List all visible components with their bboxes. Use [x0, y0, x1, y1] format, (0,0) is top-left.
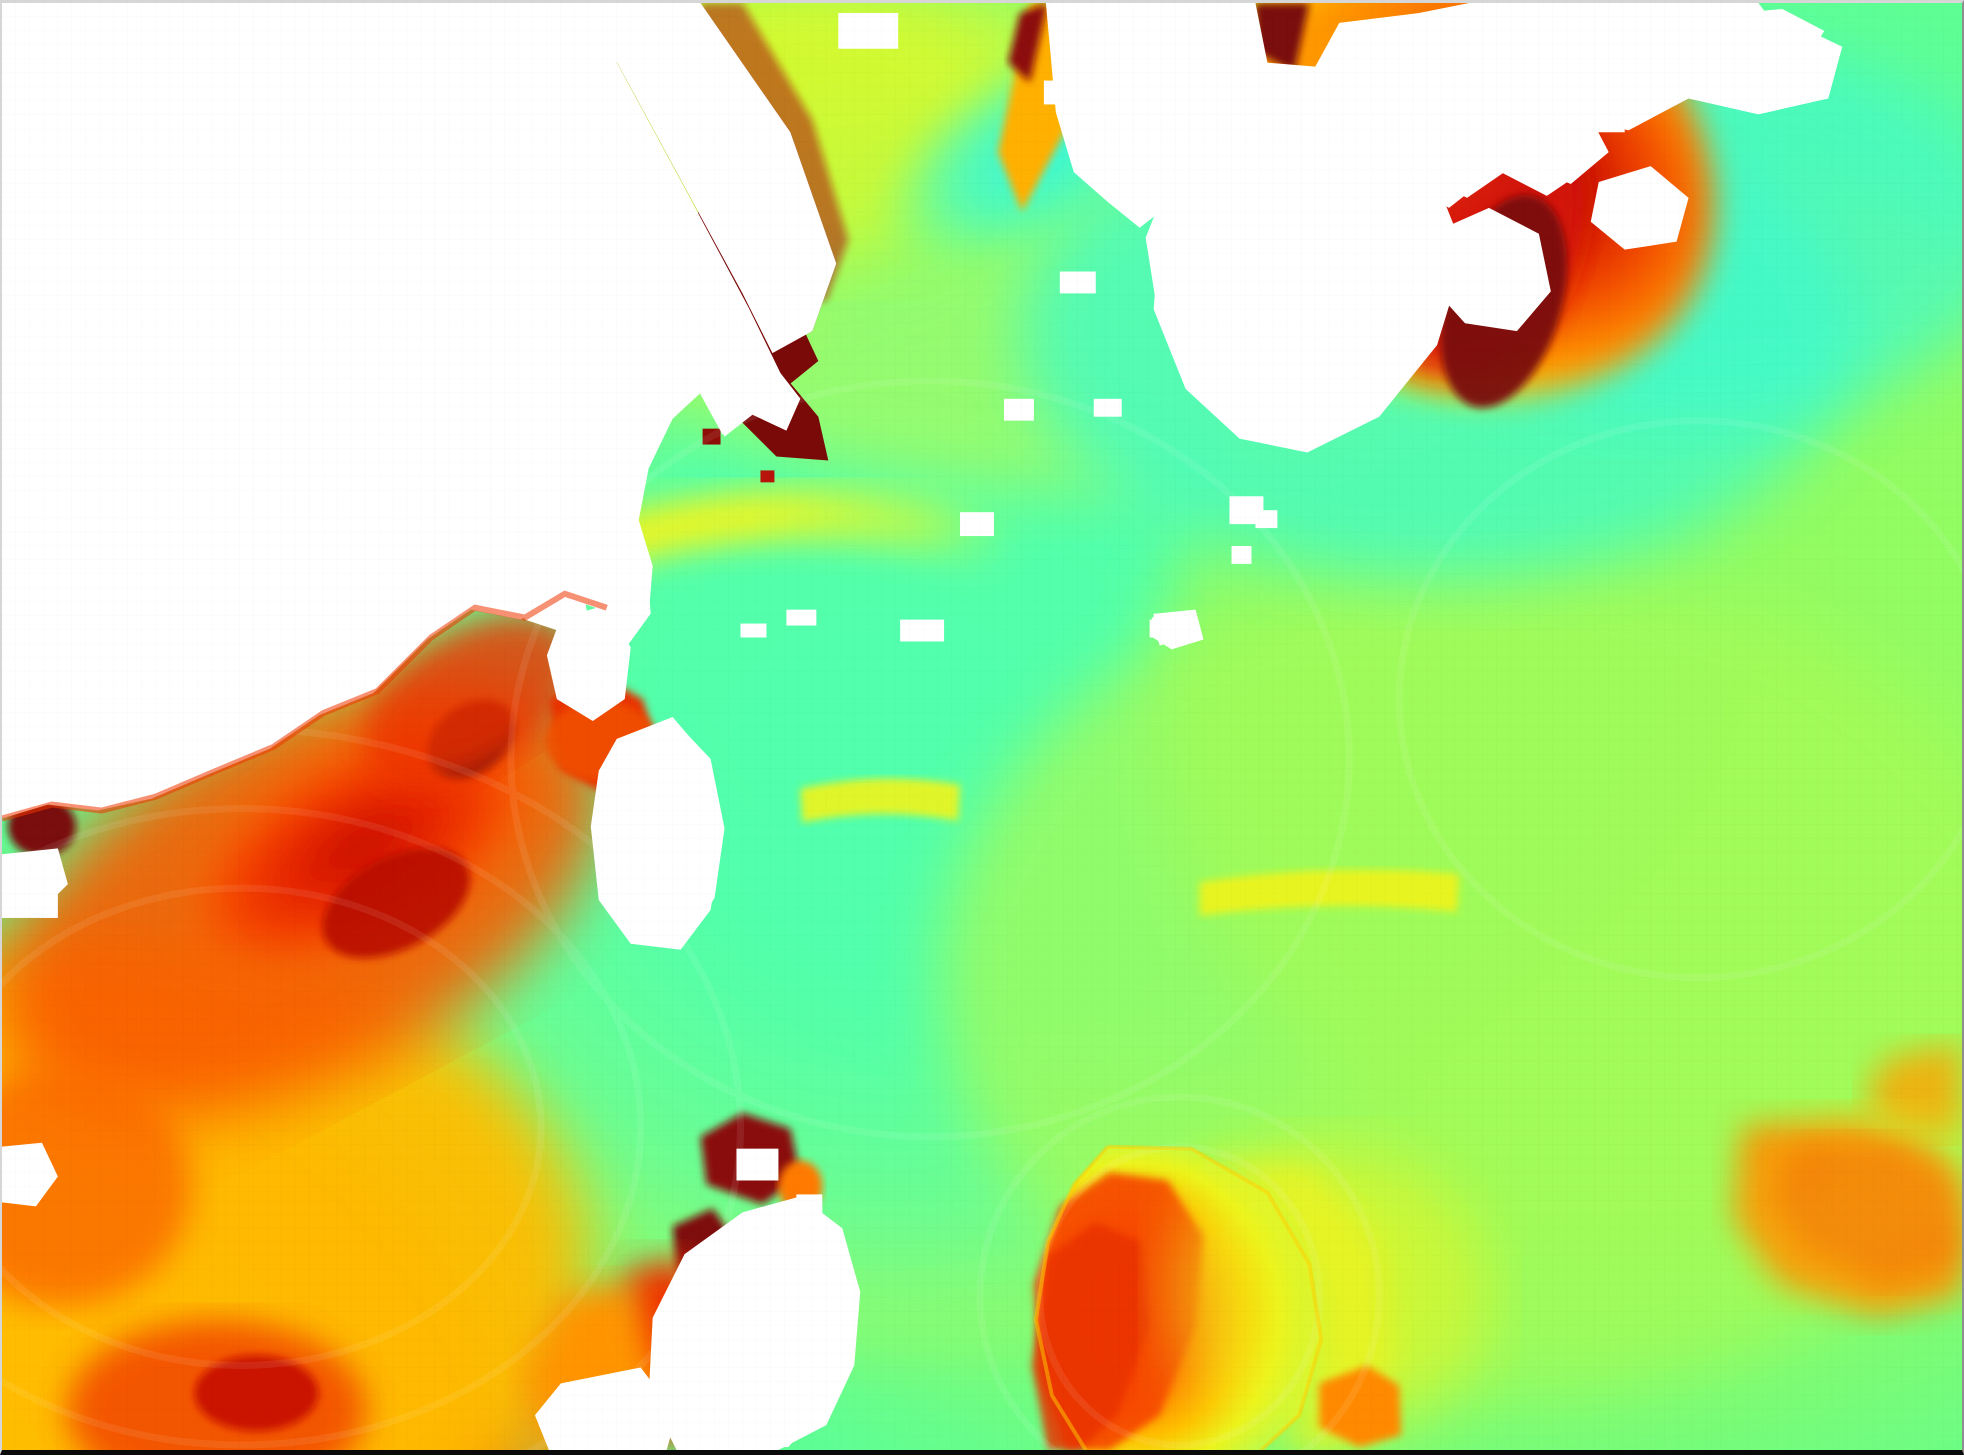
- raster-pixel-texture: [2, 3, 1962, 1450]
